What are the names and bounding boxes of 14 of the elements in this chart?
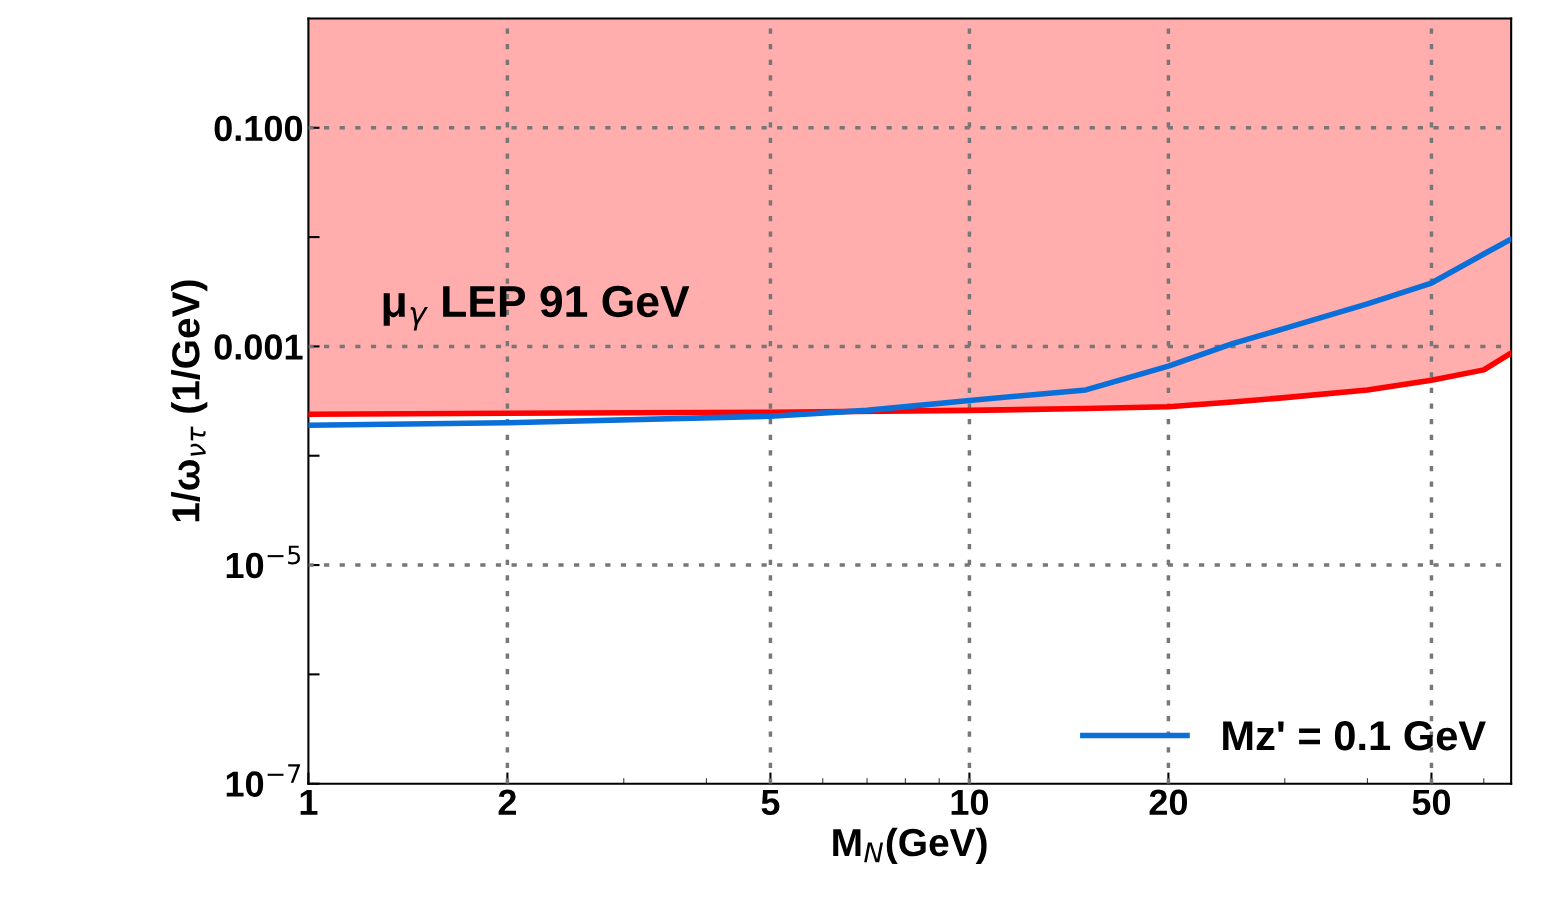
x-tick-label: 1 [300, 789, 318, 815]
x-tick-label: 5 [761, 789, 780, 816]
y-tick-label: 0.001 [214, 334, 303, 360]
y-tick-label: 0.100 [214, 115, 303, 142]
y-tick-label: 10$^{−5}$ [226, 545, 301, 579]
x-tick-label: 20 [1149, 789, 1188, 816]
legend-label: Mz' = 0.1 GeV [1223, 720, 1486, 751]
x-tick-label: 50 [1412, 789, 1451, 816]
x-axis-title: M$_{N}$(GeV) [833, 827, 987, 865]
x-tick-label: 2 [498, 789, 516, 815]
annotation: μ$_{γ}$ LEP 91 GeV [383, 285, 690, 331]
y-axis-title: 1/ω$_{ντ}$ (1/GeV) [171, 280, 208, 522]
x-tick-label: 10 [951, 789, 989, 816]
y-tick-label: 10$^{−7}$ [226, 764, 301, 797]
